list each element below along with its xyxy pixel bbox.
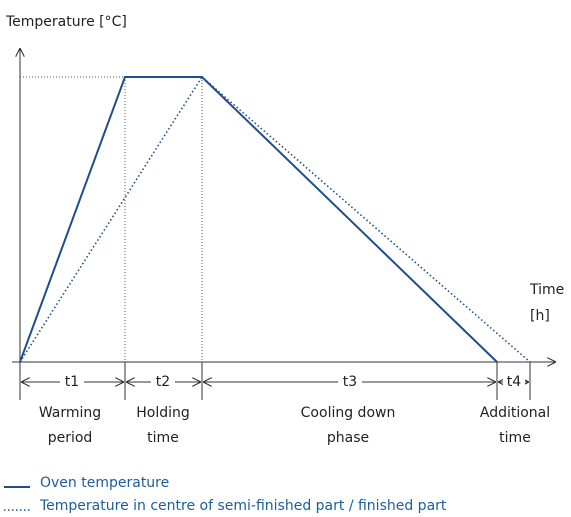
phase-label: Holding: [136, 405, 190, 421]
y-axis-label: Temperature [°C]: [5, 14, 127, 30]
phase-label: period: [48, 430, 93, 446]
segment-label: t2: [156, 374, 170, 390]
phase-label: time: [147, 430, 179, 446]
dimension-ticks: [19, 362, 531, 400]
core-temperature-line: [19, 75, 531, 363]
segment-label: t3: [343, 374, 357, 390]
legend-label: Temperature in centre of semi-finished p…: [39, 498, 447, 514]
segment-label: t1: [65, 374, 79, 390]
legend-label: Oven temperature: [40, 475, 169, 491]
phase-label: Cooling down: [301, 405, 396, 421]
phase-label: time: [499, 430, 531, 446]
phase-label: Warming: [39, 405, 101, 421]
segment-label: t4: [507, 374, 521, 390]
phase-label: phase: [327, 430, 369, 446]
x-axis-label: Time: [529, 282, 564, 298]
x-axis-unit: [h]: [530, 308, 550, 324]
oven-temperature-line: [19, 76, 498, 363]
phase-label: Additional: [480, 405, 550, 421]
